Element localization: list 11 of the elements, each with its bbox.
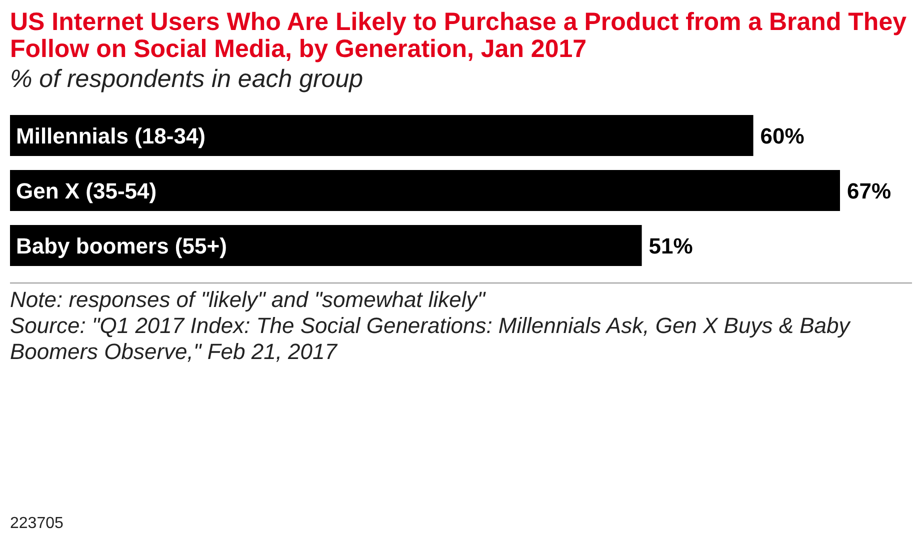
source-note: Source: "Q1 2017 Index: The Social Generations: Millennials Ask, Gen X Buys & Baby Boomers Observe," Feb 21, 2017 <box>10 313 852 364</box>
text: 223705 <box>10 515 64 532</box>
data-label: 67% <box>847 178 892 204</box>
y-tick-label: Baby boomers (55+) <box>16 234 227 258</box>
y-tick-label: Gen X (35-54) <box>16 178 157 204</box>
data-label: 60% <box>760 124 804 148</box>
chart-subtitle: % of respondents in each group <box>10 65 364 93</box>
chart-title: US Internet Users Who Are Likely to Purchase a Product from a Brand They Follow on Social Media, by Generation, Jan 2017 <box>10 8 907 63</box>
y-tick-label: Millennials (18-34) <box>16 124 206 148</box>
data-label: 51% <box>648 234 693 258</box>
text: Note: responses of "likely" and "somewhat likely" <box>10 287 486 312</box>
